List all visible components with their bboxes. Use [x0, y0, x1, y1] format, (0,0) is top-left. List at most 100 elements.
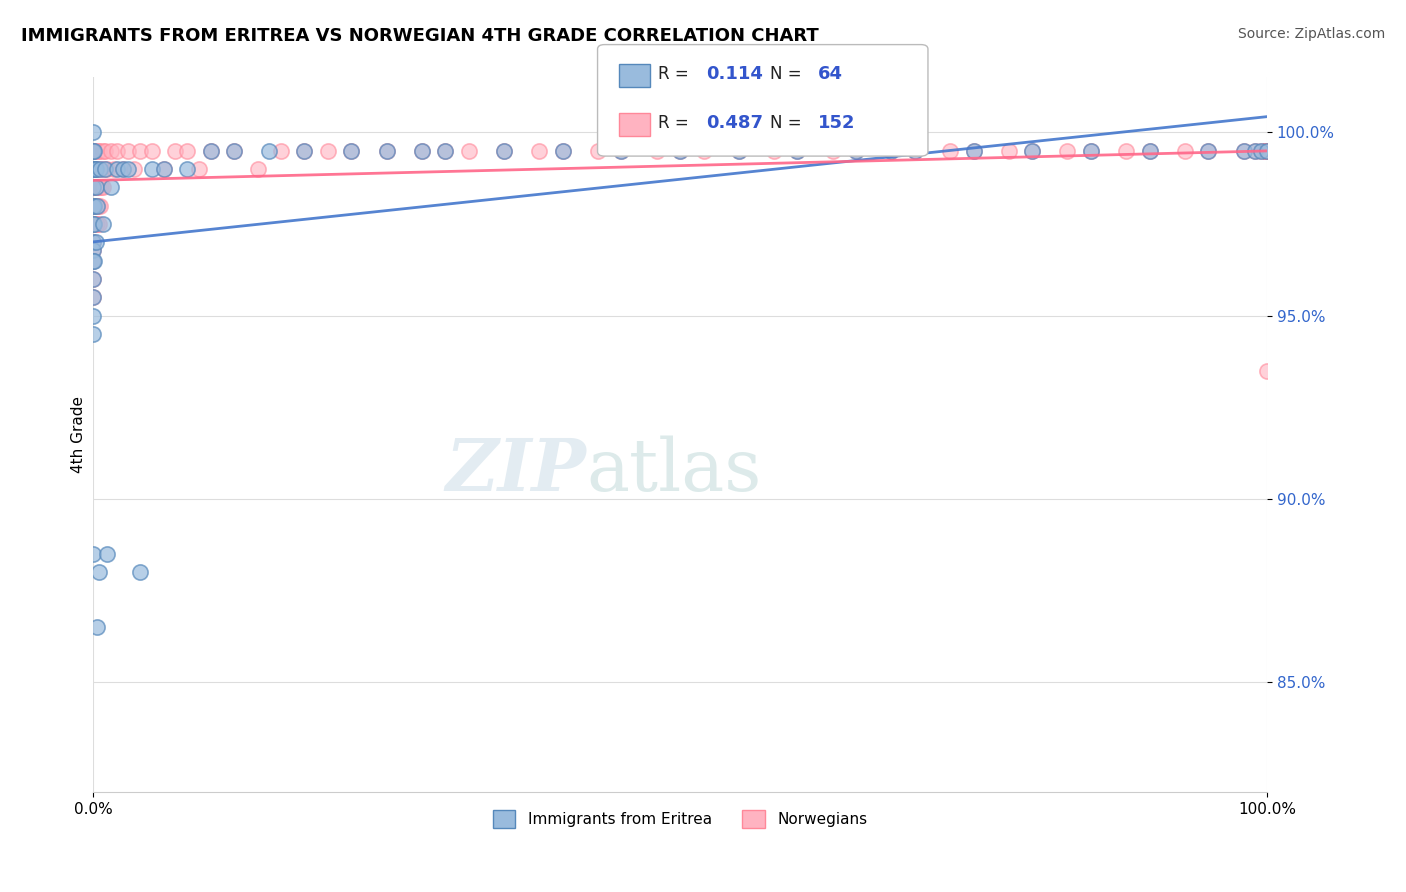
Point [86, 620, 108, 634]
Point [117, 144, 139, 158]
Point [551, 144, 574, 158]
Point [82, 125, 104, 139]
Point [82, 272, 104, 286]
Text: IMMIGRANTS FROM ERITREA VS NORWEGIAN 4TH GRADE CORRELATION CHART: IMMIGRANTS FROM ERITREA VS NORWEGIAN 4TH… [21, 27, 818, 45]
Point [141, 162, 163, 177]
Point [1256, 144, 1278, 158]
Point [1256, 144, 1278, 158]
Point [83, 144, 105, 158]
Point [880, 144, 903, 158]
Point [100, 180, 122, 194]
Point [1139, 144, 1161, 158]
Point [86, 180, 108, 194]
Point [1256, 144, 1278, 158]
Point [1256, 144, 1278, 158]
Point [82, 547, 104, 561]
Point [1256, 144, 1278, 158]
Point [880, 144, 903, 158]
Point [89, 162, 111, 177]
Point [340, 144, 363, 158]
Point [457, 144, 479, 158]
Point [96, 547, 118, 561]
Point [86, 199, 108, 213]
Point [692, 144, 714, 158]
Point [87, 199, 110, 213]
Point [82, 180, 104, 194]
Point [93, 162, 115, 177]
Point [1197, 144, 1219, 158]
Point [786, 144, 808, 158]
Point [1197, 144, 1219, 158]
Point [411, 144, 433, 158]
Point [83, 144, 105, 158]
Point [1256, 144, 1278, 158]
Point [165, 144, 187, 158]
Point [1256, 144, 1278, 158]
Point [340, 144, 363, 158]
Point [129, 144, 152, 158]
Point [1256, 144, 1278, 158]
Point [82, 326, 104, 341]
Point [1256, 363, 1278, 377]
Point [962, 144, 984, 158]
Point [1256, 144, 1278, 158]
Point [122, 162, 145, 177]
Point [187, 162, 209, 177]
Point [1256, 144, 1278, 158]
Point [1256, 144, 1278, 158]
Point [84, 162, 107, 177]
Point [375, 144, 398, 158]
Point [82, 235, 104, 250]
Point [1256, 144, 1278, 158]
Y-axis label: 4th Grade: 4th Grade [72, 396, 86, 473]
Point [1256, 144, 1278, 158]
Point [434, 144, 457, 158]
Point [1250, 144, 1272, 158]
Point [1256, 144, 1278, 158]
Point [821, 144, 844, 158]
Point [105, 162, 128, 177]
Point [87, 144, 110, 158]
Point [83, 162, 105, 177]
Point [763, 144, 786, 158]
Point [1256, 144, 1278, 158]
Text: R =: R = [658, 65, 695, 83]
Point [82, 217, 104, 231]
Point [83, 217, 105, 231]
Point [1256, 144, 1278, 158]
Point [1174, 144, 1197, 158]
Point [89, 162, 111, 177]
Legend: Immigrants from Eritrea, Norwegians: Immigrants from Eritrea, Norwegians [486, 804, 873, 834]
Text: N =: N = [770, 114, 807, 132]
Point [82, 144, 104, 158]
Point [222, 144, 245, 158]
Point [152, 162, 174, 177]
Point [1256, 144, 1278, 158]
Point [82, 272, 104, 286]
Point [91, 217, 114, 231]
Point [1256, 144, 1278, 158]
Point [1256, 144, 1278, 158]
Point [82, 235, 104, 250]
Point [84, 180, 107, 194]
Point [91, 144, 114, 158]
Point [1021, 144, 1043, 158]
Point [375, 144, 398, 158]
Point [91, 180, 114, 194]
Point [1256, 144, 1278, 158]
Text: 152: 152 [818, 114, 856, 132]
Point [1256, 144, 1278, 158]
Point [82, 309, 104, 323]
Point [246, 162, 269, 177]
Point [997, 144, 1019, 158]
Point [82, 180, 104, 194]
Point [1256, 144, 1278, 158]
Point [610, 144, 633, 158]
Point [89, 199, 111, 213]
Point [1256, 144, 1278, 158]
Point [111, 162, 134, 177]
Point [82, 162, 104, 177]
Point [610, 144, 633, 158]
Point [84, 199, 107, 213]
Point [1256, 144, 1278, 158]
